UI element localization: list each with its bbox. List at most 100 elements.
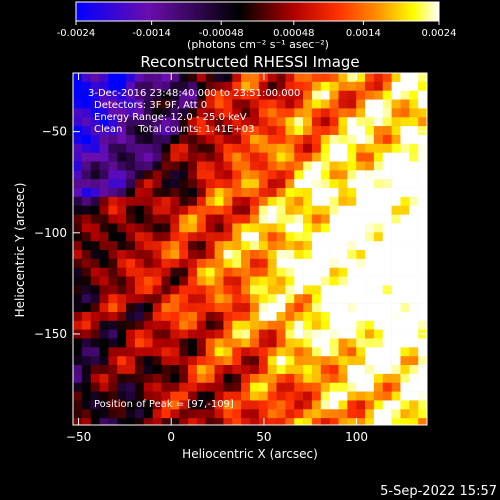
heatmap-cell xyxy=(382,356,392,366)
heatmap-cell xyxy=(356,134,366,145)
heatmap-cell xyxy=(409,134,419,145)
heatmap-cell xyxy=(117,99,127,109)
heatmap-cell xyxy=(205,418,215,425)
heatmap-cell xyxy=(188,90,198,100)
heatmap-cell xyxy=(126,400,136,410)
heatmap-cell xyxy=(294,356,304,366)
heatmap-cell xyxy=(347,214,357,224)
heatmap-cell xyxy=(126,126,136,136)
heatmap-cell xyxy=(241,250,251,260)
heatmap-cell xyxy=(170,285,180,295)
heatmap-cell xyxy=(81,126,91,136)
heatmap-cell xyxy=(188,188,198,198)
heatmap-cell xyxy=(152,365,162,375)
heatmap-cell xyxy=(214,329,224,339)
heatmap-cell xyxy=(152,170,162,180)
heatmap-cell xyxy=(170,205,180,215)
heatmap-cell xyxy=(267,126,277,136)
heatmap-cell xyxy=(205,329,215,339)
heatmap-cell xyxy=(267,382,277,392)
heatmap-cell xyxy=(214,90,224,100)
heatmap-cell xyxy=(347,126,357,136)
heatmap-cell xyxy=(303,108,313,118)
heatmap-cell xyxy=(285,73,295,83)
heatmap-cell xyxy=(276,205,286,215)
heatmap-cell xyxy=(143,170,153,180)
heatmap-cell xyxy=(347,258,357,268)
heatmap-cell xyxy=(117,73,127,83)
heatmap-cell xyxy=(214,250,224,260)
heatmap-cell xyxy=(418,303,427,313)
heatmap-cell xyxy=(73,356,83,366)
heatmap-cell xyxy=(382,152,392,162)
heatmap-cell xyxy=(188,311,198,322)
heatmap-cell xyxy=(81,81,91,91)
heatmap-cell xyxy=(267,188,277,198)
heatmap-cell xyxy=(188,214,198,224)
heatmap-cell xyxy=(418,347,427,357)
heatmap-cell xyxy=(81,90,91,100)
heatmap-cell xyxy=(382,382,392,392)
heatmap-cell xyxy=(108,329,118,339)
heatmap-cell xyxy=(365,418,375,425)
heatmap-cell xyxy=(143,205,153,215)
heatmap-cell xyxy=(99,250,109,260)
heatmap-cell xyxy=(303,134,313,145)
heatmap-cell xyxy=(356,258,366,268)
heatmap-cell xyxy=(143,418,153,425)
heatmap-cell xyxy=(391,170,401,180)
heatmap-cell xyxy=(347,117,357,127)
heatmap-cell xyxy=(409,99,419,109)
heatmap-cell xyxy=(320,152,330,162)
heatmap-cell xyxy=(276,391,286,401)
heatmap-cell xyxy=(117,338,127,348)
heatmap-cell xyxy=(170,382,180,392)
heatmap-cell xyxy=(134,170,145,180)
heatmap-cell xyxy=(223,73,233,83)
heatmap-cell xyxy=(356,196,366,207)
heatmap-cell xyxy=(179,205,189,215)
heatmap-cell xyxy=(179,126,189,136)
heatmap-cell xyxy=(285,134,295,145)
heatmap-cell xyxy=(170,170,180,180)
heatmap-cell xyxy=(143,382,153,392)
heatmap-cell xyxy=(188,134,198,145)
heatmap-cell xyxy=(188,170,198,180)
heatmap-cell xyxy=(99,152,109,162)
heatmap-cell xyxy=(329,338,339,348)
heatmap-cell xyxy=(170,152,180,162)
heatmap-cell xyxy=(126,232,136,242)
heatmap-cell xyxy=(382,99,392,109)
heatmap-cell xyxy=(188,267,198,277)
heatmap-cell xyxy=(347,382,357,392)
heatmap-cell xyxy=(161,303,171,313)
heatmap-cell xyxy=(161,232,171,242)
heatmap-cell xyxy=(161,418,171,425)
heatmap-cell xyxy=(409,188,419,198)
heatmap-cell xyxy=(409,81,419,91)
heatmap-cell xyxy=(143,303,153,313)
heatmap-cell xyxy=(338,99,348,109)
heatmap-cell xyxy=(161,294,171,304)
heatmap-cell xyxy=(73,108,83,118)
heatmap-cell xyxy=(126,347,136,357)
heatmap-cell xyxy=(99,81,109,91)
heatmap-cell xyxy=(418,117,427,127)
heatmap-cell xyxy=(205,258,215,268)
heatmap-cell xyxy=(250,232,260,242)
heatmap-cell xyxy=(108,267,118,277)
heatmap-cell xyxy=(205,188,215,198)
heatmap-cell xyxy=(117,188,127,198)
heatmap-cell xyxy=(400,205,410,215)
heatmap-cell xyxy=(188,143,198,153)
heatmap-cell xyxy=(303,418,313,425)
heatmap-cell xyxy=(303,179,313,189)
heatmap-cell xyxy=(400,338,410,348)
heatmap-cell xyxy=(126,143,136,153)
heatmap-cell xyxy=(258,223,268,233)
heatmap-cell xyxy=(241,276,251,286)
heatmap-cell xyxy=(258,152,268,162)
heatmap-cell xyxy=(329,90,339,100)
heatmap-cell xyxy=(196,188,207,198)
heatmap-cell xyxy=(134,90,145,100)
